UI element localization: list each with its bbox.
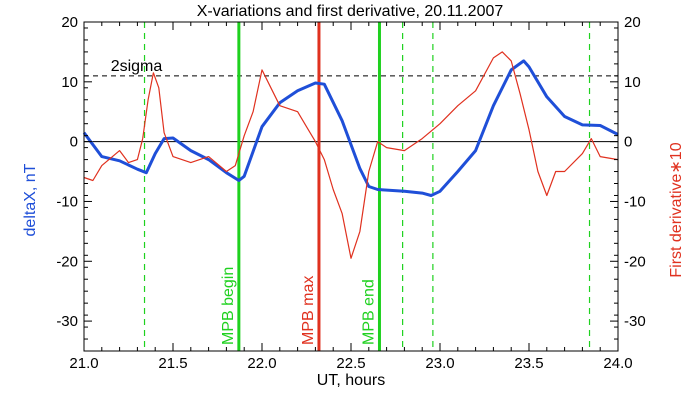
y-axis-right-label: First derivative∗10 xyxy=(668,142,685,277)
y-right-tick-label: 10 xyxy=(624,74,641,91)
chart-title: X-variations and first derivative, 20.11… xyxy=(197,3,504,20)
y-left-tick-label: -20 xyxy=(56,253,78,270)
x-tick-label: 21.5 xyxy=(158,355,187,372)
y-right-tick-label: -10 xyxy=(624,193,646,210)
x-axis-label: UT, hours xyxy=(317,372,385,389)
plot-frame xyxy=(83,21,619,352)
y-right-tick-label: 20 xyxy=(624,14,641,31)
x-tick-label: 22.0 xyxy=(247,355,276,372)
x-tick-label: 22.5 xyxy=(336,355,365,372)
derivative-line xyxy=(83,51,619,259)
x-tick-label: 24.0 xyxy=(603,355,632,372)
plot-area: 2sigma MPB begin MPB max MPB end 21.0 21.5 22.… xyxy=(56,14,645,372)
marker-label: MPB max xyxy=(300,276,317,345)
y-left-tick-label: -30 xyxy=(56,313,78,330)
y-left-tick-label: 20 xyxy=(61,14,78,31)
x-tick-label: 23.5 xyxy=(514,355,543,372)
x-tick-label: 23.0 xyxy=(425,355,454,372)
two-sigma-label: 2sigma xyxy=(111,58,163,75)
y-right-tick-label: -30 xyxy=(624,313,646,330)
y-left-tick-label: 10 xyxy=(61,74,78,91)
y-right-tick-label: -20 xyxy=(624,253,646,270)
y-right-tick-label: 0 xyxy=(624,134,632,151)
y-axis-left-label: deltaX, nT xyxy=(22,163,39,236)
y-left-tick-label: 0 xyxy=(70,134,78,151)
deltaX-line xyxy=(82,59,619,197)
y-left-tick-label: -10 xyxy=(56,193,78,210)
marker-label: MPB begin xyxy=(220,267,237,345)
marker-label: MPB end xyxy=(360,279,377,345)
x-tick-label: 21.0 xyxy=(69,355,98,372)
